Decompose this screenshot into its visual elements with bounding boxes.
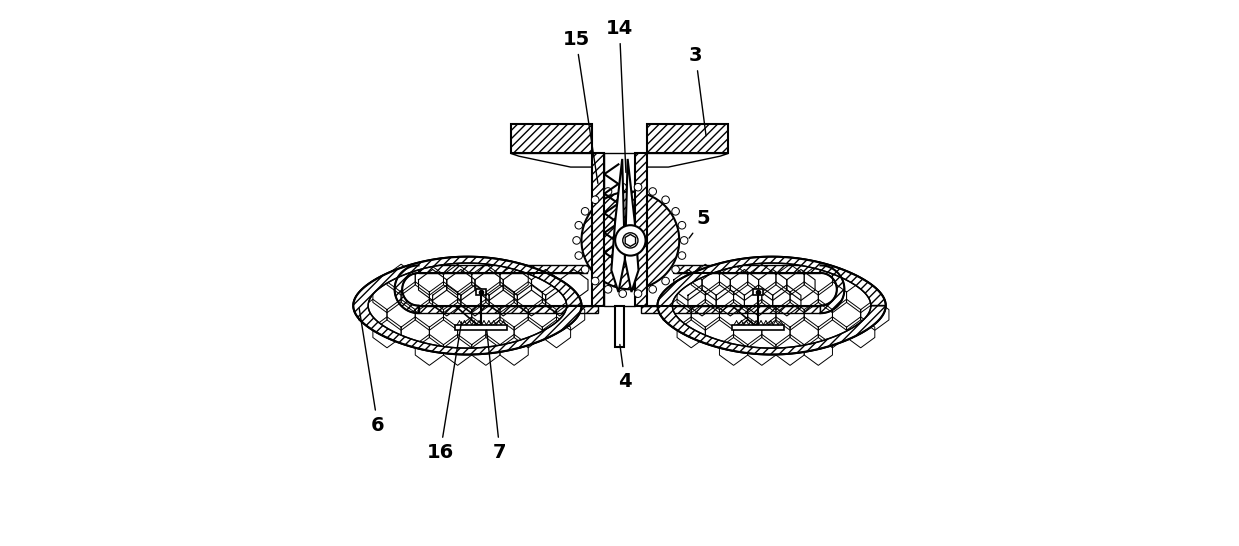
Circle shape: [649, 188, 657, 195]
Polygon shape: [634, 153, 647, 306]
Polygon shape: [510, 123, 592, 153]
Circle shape: [662, 196, 669, 204]
Circle shape: [591, 196, 598, 204]
Bar: [605, 153, 634, 306]
Circle shape: [634, 290, 642, 298]
Polygon shape: [658, 257, 886, 354]
Text: 16: 16: [426, 322, 461, 462]
Circle shape: [581, 207, 589, 215]
Circle shape: [662, 277, 669, 285]
Polygon shape: [642, 306, 820, 313]
Polygon shape: [353, 257, 581, 354]
Polygon shape: [647, 153, 729, 167]
Circle shape: [591, 277, 598, 285]
Text: 14: 14: [606, 19, 633, 173]
Polygon shape: [624, 159, 638, 292]
Circle shape: [605, 188, 612, 195]
Circle shape: [615, 225, 646, 256]
Text: 6: 6: [359, 308, 384, 435]
Polygon shape: [592, 153, 605, 306]
Polygon shape: [611, 159, 624, 292]
Circle shape: [678, 222, 685, 229]
Bar: [615, 306, 624, 347]
Bar: [403, 273, 435, 306]
Text: 5: 5: [689, 209, 710, 238]
Polygon shape: [658, 257, 886, 354]
Circle shape: [620, 290, 627, 298]
Circle shape: [649, 286, 657, 293]
Circle shape: [672, 207, 679, 215]
Text: 4: 4: [618, 345, 632, 391]
Polygon shape: [647, 123, 729, 153]
Circle shape: [581, 192, 679, 289]
Circle shape: [672, 266, 679, 274]
Bar: [476, 289, 487, 295]
Text: 3: 3: [689, 46, 706, 136]
Polygon shape: [510, 153, 592, 167]
Circle shape: [572, 236, 580, 244]
Circle shape: [575, 252, 582, 259]
Polygon shape: [419, 265, 587, 273]
Circle shape: [575, 222, 582, 229]
Text: 15: 15: [563, 30, 598, 183]
Bar: [752, 289, 763, 295]
Bar: [597, 273, 820, 306]
Circle shape: [620, 183, 627, 191]
Circle shape: [680, 236, 688, 244]
Bar: [732, 325, 784, 330]
Circle shape: [623, 233, 638, 248]
Polygon shape: [394, 265, 419, 313]
Text: 7: 7: [487, 330, 507, 462]
Polygon shape: [626, 234, 636, 246]
Polygon shape: [820, 265, 845, 313]
Circle shape: [605, 286, 612, 293]
Polygon shape: [674, 265, 820, 273]
Bar: [455, 325, 507, 330]
Circle shape: [678, 252, 685, 259]
Circle shape: [634, 183, 642, 191]
Polygon shape: [419, 306, 597, 313]
Polygon shape: [353, 257, 581, 354]
Circle shape: [581, 266, 589, 274]
